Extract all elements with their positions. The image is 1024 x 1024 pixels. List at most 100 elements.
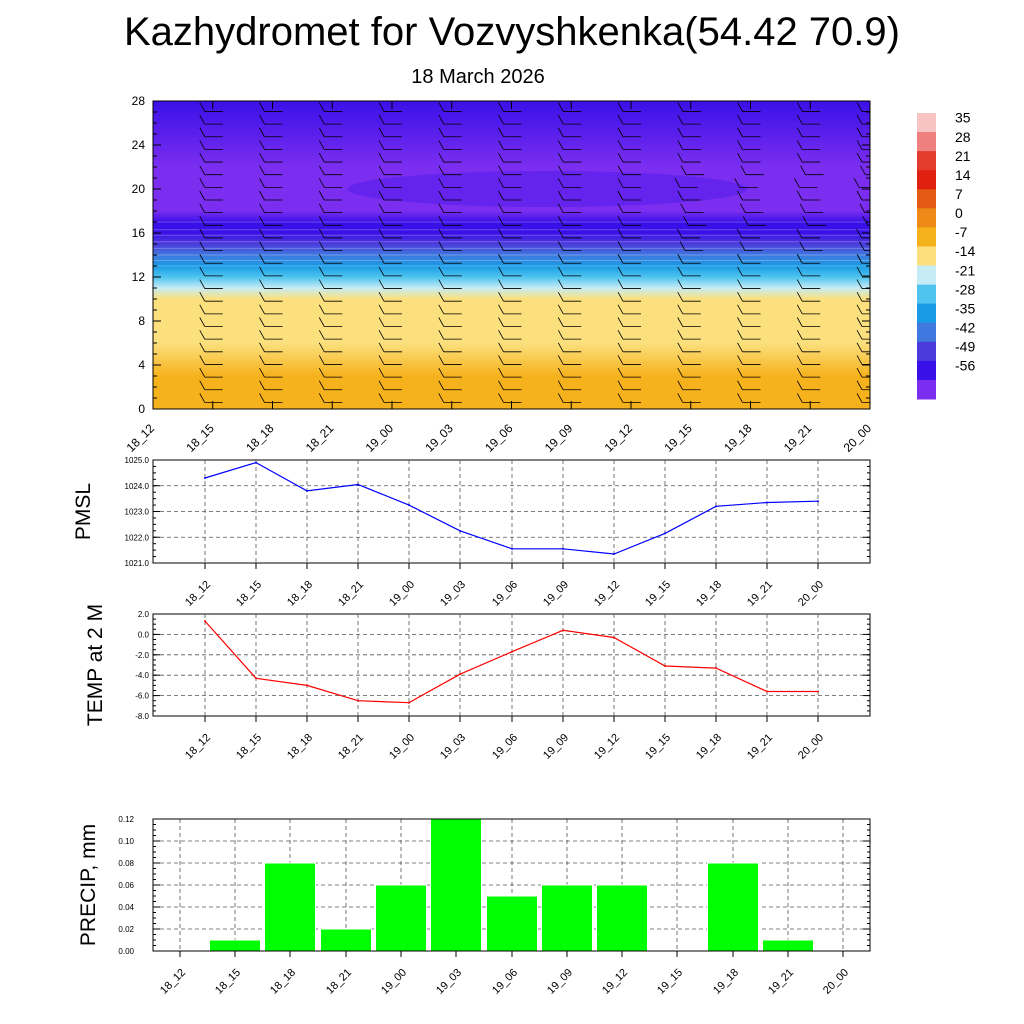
x-tick-label: 19_15 [643, 579, 673, 609]
precip-bar [707, 862, 759, 952]
y-axis-label: TEMP at 2 M [84, 604, 107, 726]
x-tick-label: 19_06 [490, 967, 520, 997]
x-tick-label: 19_03 [438, 732, 468, 762]
temp-2m-point [715, 667, 717, 670]
legend-swatch [917, 189, 936, 209]
legend-swatch [917, 284, 936, 305]
precip-bar [762, 939, 814, 952]
legend-swatch [917, 208, 936, 228]
color-legend: 35 28 21 14 7 0 -7 -14 -21 -28 -35 -42 -49 -56 [917, 110, 975, 400]
y-tick-label: 0.0 [138, 630, 150, 639]
temp-2m-point [357, 699, 359, 702]
y-tick-label: -4.0 [135, 671, 149, 680]
precip-bar [264, 862, 316, 952]
x-tick-label: 19_18 [694, 732, 724, 762]
y-tick-label: 2.0 [138, 610, 150, 619]
y-tick-label: -6.0 [135, 692, 149, 701]
precip-bar [430, 818, 482, 952]
x-tick-label: 19_03 [434, 967, 464, 997]
wind-barb-column [794, 102, 826, 403]
x-tick-label: 19_15 [655, 967, 685, 997]
pmsl-point [817, 500, 819, 503]
y-tick-label: 1024.0 [125, 482, 150, 491]
legend-swatch [917, 322, 936, 343]
legend-swatch [917, 360, 936, 381]
x-tick-label: 18_18 [243, 421, 277, 455]
legend-label: -14 [955, 243, 975, 259]
x-tick-label: 19_12 [602, 421, 636, 455]
temp-2m-point [306, 684, 308, 687]
y-axis-label: PRECIP, mm [77, 824, 100, 946]
x-tick-label: 19_06 [490, 579, 520, 609]
x-tick-label: 20_00 [821, 967, 851, 997]
wind-barb-column [498, 102, 522, 403]
x-tick-label: 19_00 [387, 732, 417, 762]
y-tick-label: 1023.0 [125, 508, 150, 517]
temperature-field [153, 101, 870, 409]
y-tick-label: 12 [132, 270, 146, 284]
legend-swatch [917, 151, 936, 171]
precip-bar [375, 884, 427, 952]
y-tick-label: 1021.0 [125, 559, 150, 568]
x-tick-label: 19_18 [694, 579, 724, 609]
wind-barb-column [318, 102, 343, 403]
x-tick-label: 19_06 [482, 421, 516, 455]
x-tick-label: 19_15 [643, 732, 673, 762]
y-tick-label: 4 [138, 358, 145, 372]
y-tick-label: 8 [138, 314, 145, 328]
legend-label: -28 [955, 281, 975, 297]
x-tick-label: 19_00 [379, 967, 409, 997]
pmsl-point [613, 552, 615, 555]
y-tick-label: 24 [132, 138, 146, 152]
x-tick-label: 19_06 [490, 732, 520, 762]
pmsl-point [255, 461, 257, 464]
x-tick-label: 19_12 [600, 967, 630, 997]
legend-label: 14 [955, 167, 971, 183]
y-tick-label: 28 [132, 94, 146, 108]
x-tick-label: 19_21 [745, 732, 775, 762]
y-tick-label: 0.08 [118, 859, 134, 868]
legend-label: 35 [955, 110, 971, 126]
temp-2m-point [459, 673, 461, 676]
temp-2m-point [664, 665, 666, 668]
pmsl-point [511, 547, 513, 550]
legend-label: -35 [955, 300, 975, 316]
legend-label: 0 [955, 205, 963, 221]
pmsl-point [715, 505, 717, 508]
precip-bar [596, 884, 648, 952]
x-tick-label: 19_18 [711, 967, 741, 997]
x-tick-label: 19_21 [745, 579, 775, 609]
contour-lines [153, 221, 870, 267]
wind-barb-column [617, 102, 641, 403]
x-tick-label: 19_03 [422, 421, 456, 455]
temp-2m-point [408, 701, 410, 704]
temp-2m-point [562, 629, 564, 632]
x-tick-label: 19_15 [661, 421, 695, 455]
legend-swatch [917, 227, 936, 247]
legend-label: 7 [955, 186, 963, 202]
legend-swatch [917, 132, 936, 152]
wind-barb-column [378, 102, 402, 403]
x-tick-label: 18_21 [336, 579, 366, 609]
y-tick-label: 0.10 [118, 837, 134, 846]
legend-label: 28 [955, 129, 971, 145]
pmsl-point [766, 501, 768, 504]
y-tick-label: 1022.0 [125, 533, 150, 542]
pmsl-point [408, 504, 410, 507]
x-tick-label: 18_12 [124, 421, 158, 455]
x-tick-label: 18_12 [158, 967, 188, 997]
legend-label: -7 [955, 224, 968, 240]
legend-swatch [917, 113, 936, 133]
y-axis-label: PMSL [72, 483, 95, 540]
temp-2m-point [766, 690, 768, 693]
panel-frame [152, 613, 871, 717]
pmsl-panel: 1021.0 1022.0 1023.0 1024.0 1025.0 18_12 18_15… [72, 456, 871, 609]
wind-barb-column [199, 102, 223, 403]
chart-date: 18 March 2026 [411, 66, 545, 88]
wind-barb-column [674, 102, 707, 403]
wind-barb-column [259, 102, 283, 403]
pmsl-line [204, 461, 819, 555]
x-tick-label: 18_12 [183, 579, 213, 609]
precip-panel: 0.00 0.02 0.04 0.06 0.08 0.10 0.12 18_12 18_15 18… [77, 815, 871, 997]
